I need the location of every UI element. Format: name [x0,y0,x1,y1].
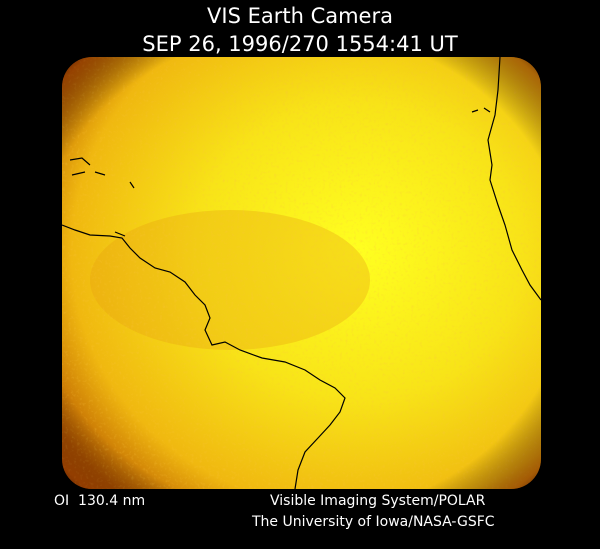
title: VIS Earth Camera [207,4,393,28]
subtitle: SEP 26, 1996/270 1554:41 UT [142,32,458,56]
coastlines [62,57,541,489]
earth-image [62,57,541,489]
africa-coast [487,57,541,301]
south-america-coast [62,224,346,489]
filter-label: OI 130.4 nm [54,493,145,509]
credit-line: The University of Iowa/NASA-GSFC [251,514,495,530]
cape-verde-islands [471,107,491,113]
credit-line: Visible Imaging System/POLAR [270,493,486,509]
caribbean-islands [69,157,135,237]
image-vignette [62,57,541,489]
